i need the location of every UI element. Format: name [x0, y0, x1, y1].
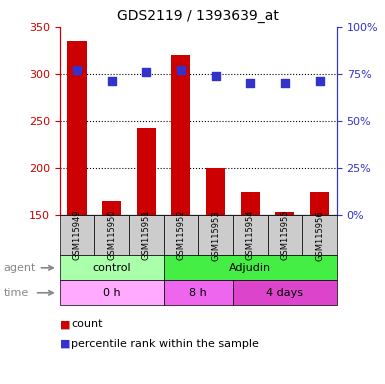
Text: 4 days: 4 days — [266, 288, 303, 298]
Bar — [67, 41, 87, 215]
Text: GSM115955: GSM115955 — [280, 210, 290, 260]
Bar — [241, 192, 260, 215]
Point — [143, 69, 149, 75]
Text: percentile rank within the sample: percentile rank within the sample — [71, 339, 259, 349]
Point — [74, 67, 80, 73]
Text: agent: agent — [4, 263, 36, 273]
Text: ■: ■ — [60, 319, 70, 329]
Text: GSM115952: GSM115952 — [176, 210, 186, 260]
Point — [213, 73, 219, 79]
Bar — [102, 201, 121, 215]
Bar — [171, 55, 191, 215]
Point — [178, 67, 184, 73]
Text: ■: ■ — [60, 339, 70, 349]
Text: 0 h: 0 h — [103, 288, 121, 298]
Text: GSM115956: GSM115956 — [315, 210, 324, 260]
Bar — [137, 129, 156, 215]
Text: time: time — [4, 288, 29, 298]
Text: count: count — [71, 319, 103, 329]
Point — [247, 80, 253, 86]
Point — [316, 78, 323, 84]
Text: GSM115951: GSM115951 — [142, 210, 151, 260]
Text: GSM115950: GSM115950 — [107, 210, 116, 260]
Bar — [275, 212, 295, 215]
Text: GSM115954: GSM115954 — [246, 210, 255, 260]
Point — [282, 80, 288, 86]
Title: GDS2119 / 1393639_at: GDS2119 / 1393639_at — [117, 9, 279, 23]
Bar — [310, 192, 329, 215]
Text: GSM115953: GSM115953 — [211, 210, 220, 260]
Text: 8 h: 8 h — [189, 288, 207, 298]
Text: control: control — [92, 263, 131, 273]
Text: Adjudin: Adjudin — [229, 263, 271, 273]
Point — [109, 78, 115, 84]
Text: GSM115949: GSM115949 — [72, 210, 82, 260]
Bar — [206, 168, 225, 215]
